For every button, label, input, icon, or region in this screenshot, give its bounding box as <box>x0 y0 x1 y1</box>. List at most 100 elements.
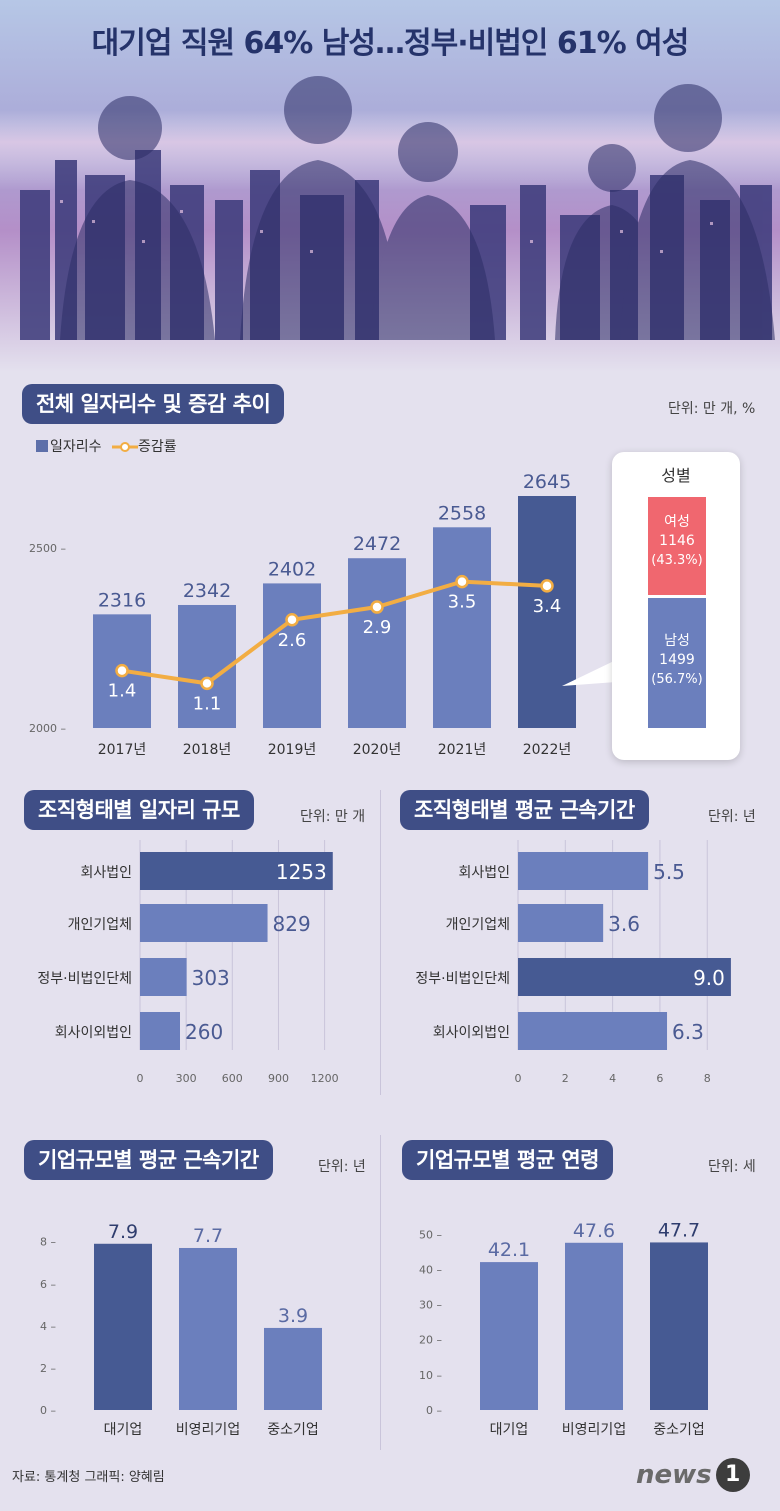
bar-정부·비법인단체 <box>140 958 187 996</box>
category-label: 개인기업체 <box>68 917 132 933</box>
x-tick-label: 대기업 <box>104 1422 143 1438</box>
bar-개인기업체 <box>140 904 268 942</box>
jobs-chart: 2000 – 2500 – 2316 2017년 2342 2018년 2402 2019년 2… <box>29 471 576 758</box>
bar-회사법인 <box>140 852 333 890</box>
section-title-size-tenure: 기업규모별 평균 근속기간 <box>24 1140 273 1180</box>
y-tick-label: 50 – <box>419 1228 442 1241</box>
x-tick-label: 2019년 <box>268 742 317 758</box>
rate-value-label: 3.5 <box>448 592 477 613</box>
rate-value-label: 1.4 <box>108 681 137 702</box>
x-tick-label: 6 <box>656 1072 663 1085</box>
y-tick-label: 0 – <box>40 1404 56 1417</box>
news1-logo: news 1 <box>636 1458 750 1492</box>
bar-value-label: 260 <box>185 1020 223 1044</box>
bar-value-label: 5.5 <box>653 860 685 884</box>
bar-value-label: 2645 <box>523 471 571 493</box>
bar-value-label: 2472 <box>353 533 401 555</box>
bar-비영리기업 <box>565 1242 623 1410</box>
x-tick-label: 1200 <box>311 1072 339 1085</box>
gender-card: 성별 여성 1146 (43.3%) 남성 1499 (56.7%) <box>612 452 740 760</box>
bar-value-label: 3.9 <box>278 1305 308 1327</box>
gender-female-box: 여성 1146 (43.3%) <box>648 497 706 595</box>
rate-point <box>370 600 384 614</box>
x-tick-label: 0 <box>515 1072 522 1085</box>
rate-point <box>285 613 299 627</box>
x-tick-label: 2018년 <box>183 742 232 758</box>
rate-line <box>121 579 548 686</box>
column-divider <box>380 790 381 1095</box>
x-tick-label: 2022년 <box>523 742 572 758</box>
bar-2021년 <box>433 527 491 728</box>
bar-대기업 <box>480 1262 538 1410</box>
source-credit: 자료: 통계청 그래픽: 양혜림 <box>12 1470 165 1485</box>
x-tick-label: 900 <box>268 1072 289 1085</box>
unit-label-size-tenure: 단위: 년 <box>318 1159 366 1175</box>
section-title-org-tenure: 조직형태별 평균 근속기간 <box>400 790 649 830</box>
bar-value-label: 2402 <box>268 558 316 580</box>
bar-회사이외법인 <box>140 1012 180 1050</box>
city-silhouette-illustration <box>0 76 780 340</box>
section-title-org-jobs: 조직형태별 일자리 규모 <box>24 790 254 830</box>
y-tick-label: 2000 – <box>29 722 66 735</box>
x-tick-label: 대기업 <box>490 1422 529 1438</box>
bar-value-label: 829 <box>273 912 311 936</box>
bar-value-label: 1253 <box>276 860 327 884</box>
legend-bar-label: 일자리수 <box>50 439 102 455</box>
bar-2020년 <box>348 558 406 728</box>
bar-value-label: 3.6 <box>608 912 640 936</box>
x-tick-label: 300 <box>176 1072 197 1085</box>
bar-value-label: 42.1 <box>488 1239 530 1261</box>
x-tick-label: 중소기업 <box>267 1422 319 1438</box>
y-tick-label: 40 – <box>419 1263 442 1276</box>
x-tick-label: 2021년 <box>438 742 487 758</box>
bar-value-label: 7.7 <box>193 1225 223 1247</box>
y-tick-label: 8 – <box>40 1236 56 1249</box>
bar-value-label: 9.0 <box>693 966 725 990</box>
gender-female-pct: (43.3%) <box>651 553 703 568</box>
x-tick-label: 2020년 <box>353 742 402 758</box>
bar-회사법인 <box>518 852 649 890</box>
chart-legend: 일자리수 증감률 <box>36 436 177 456</box>
bar-value-label: 7.9 <box>108 1221 138 1243</box>
bar-value-label: 6.3 <box>672 1020 704 1044</box>
x-tick-label: 2017년 <box>98 742 147 758</box>
gender-male-label: 남성 <box>664 633 690 649</box>
rate-value-label: 1.1 <box>193 693 222 714</box>
category-label: 회사법인 <box>458 865 510 881</box>
gender-male-pct: (56.7%) <box>651 672 703 687</box>
column-divider-bottom <box>380 1135 381 1450</box>
unit-label-jobs: 단위: 만 개, % <box>668 401 756 417</box>
gender-title: 성별 <box>661 466 691 485</box>
y-tick-label: 4 – <box>40 1320 56 1333</box>
y-tick-label: 30 – <box>419 1299 442 1312</box>
bar-중소기업 <box>264 1327 322 1410</box>
bar-중소기업 <box>650 1242 708 1410</box>
x-tick-label: 0 <box>137 1072 144 1085</box>
bar-value-label: 47.6 <box>573 1220 615 1242</box>
category-label: 정부·비법인단체 <box>415 971 510 987</box>
x-tick-label: 8 <box>704 1072 711 1085</box>
x-tick-label: 중소기업 <box>653 1422 705 1438</box>
x-tick-label: 600 <box>222 1072 243 1085</box>
bar-개인기업체 <box>518 904 604 942</box>
legend-line-label: 증감률 <box>137 439 177 455</box>
category-label: 정부·비법인단체 <box>37 971 132 987</box>
bar-value-label: 2342 <box>183 580 231 602</box>
rate-value-label: 2.6 <box>278 630 307 651</box>
size-age-chart: 0 – 10 – 20 – 30 – 40 – 50 – 42.1 대기업 47.6 비영리기업 4… <box>419 1219 708 1438</box>
rate-point <box>455 574 469 589</box>
org-tenure-chart: 0 2 4 6 8 회사법인 5.5 개인기업체 3.6 정부·비법인단체 9.0 회사이외법인 6.3 <box>415 840 731 1085</box>
bar-비영리기업 <box>179 1247 237 1410</box>
bar-value-label: 47.7 <box>658 1219 700 1241</box>
unit-label-org-jobs: 단위: 만 개 <box>300 809 366 825</box>
gender-callout-pointer <box>562 660 616 686</box>
logo-mark: 1 <box>715 1458 750 1492</box>
bar-2022년 <box>518 496 576 728</box>
logo-text: news <box>636 1460 712 1490</box>
y-tick-label: 6 – <box>40 1278 56 1291</box>
bar-value-label: 2558 <box>438 502 486 524</box>
y-tick-label: 2500 – <box>29 542 66 555</box>
gender-female-label: 여성 <box>664 514 690 530</box>
unit-label-size-age: 단위: 세 <box>708 1159 756 1175</box>
legend-bar-swatch <box>36 440 48 452</box>
